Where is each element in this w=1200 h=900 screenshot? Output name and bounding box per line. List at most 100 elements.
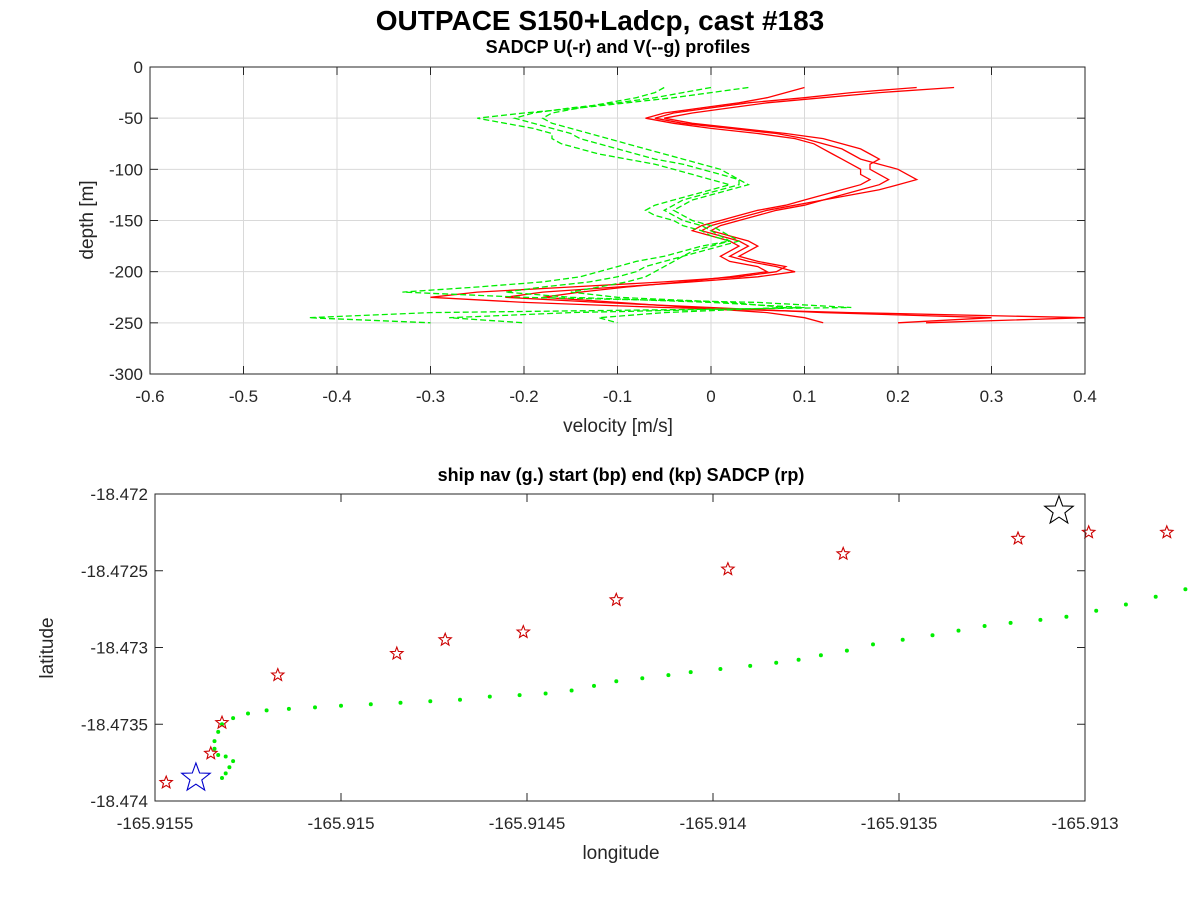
velocity-x-tick-label: 0.2 <box>886 387 910 406</box>
ship-nav-point <box>216 729 221 734</box>
ship-nav-point <box>748 663 753 668</box>
ship-nav-title: ship nav (g.) start (bp) end (kp) SADCP … <box>438 465 805 485</box>
velocity-y-tick-label: -200 <box>109 263 143 282</box>
ship-nav-point <box>818 653 823 658</box>
latitude-y-ticks: -18.474 -18.4735 -18.473 -18.4725 -18.472 <box>81 485 1085 811</box>
sadcp-point-marker <box>608 591 624 607</box>
sadcp-point-marker <box>515 624 531 639</box>
sadcp-point-marker <box>1010 530 1026 546</box>
ship-nav-point <box>774 660 779 665</box>
velocity-x-axis-label: velocity [m/s] <box>563 416 673 437</box>
ship-nav-point <box>640 676 645 681</box>
ship-nav-point <box>458 697 462 702</box>
ship-nav-panel: ship nav (g.) start (bp) end (kp) SADCP … <box>37 465 1188 864</box>
ship-nav-point <box>871 642 875 647</box>
velocity-y-tick-label: -150 <box>109 212 143 231</box>
ship-nav-point <box>796 657 801 662</box>
end-point-marker <box>1043 494 1075 525</box>
ship-nav-point <box>666 673 671 678</box>
ship-nav-point <box>286 706 291 711</box>
velocity-x-tick-label: 0.1 <box>793 387 817 406</box>
ship-nav-point <box>1008 620 1013 625</box>
ship-nav-point <box>246 711 250 716</box>
sadcp-point-marker <box>158 774 174 790</box>
ship-nav-point <box>1064 614 1069 619</box>
sadcp-point-marker <box>389 645 405 661</box>
ship-nav-point <box>368 702 373 707</box>
latitude-tick-label: -18.4725 <box>81 562 148 581</box>
velocity-profile-panel: SADCP U(-r) and V(--g) profiles -0.6 -0.5… <box>77 37 1097 437</box>
ship-nav-point <box>1123 602 1128 607</box>
sadcp-point-marker <box>1081 524 1097 539</box>
longitude-tick-label: -165.913 <box>1051 814 1118 833</box>
ship-nav-point <box>543 691 548 696</box>
sadcp-point-marker <box>1159 524 1175 539</box>
ship-nav-point <box>428 699 433 704</box>
velocity-x-tick-label: 0.3 <box>980 387 1004 406</box>
velocity-x-ticks: -0.6 -0.5 -0.4 -0.3 -0.2 -0.1 0 0.1 0.2 0.3 0.4 <box>135 67 1097 406</box>
velocity-y-tick-label: -250 <box>109 314 143 333</box>
longitude-x-axis-label: longitude <box>582 843 659 864</box>
velocity-y-axis-label: depth [m] <box>77 180 98 259</box>
ship-nav-point <box>517 693 522 698</box>
ship-nav-point <box>614 679 619 684</box>
ship-nav-point <box>688 670 693 675</box>
ship-nav-point <box>1038 617 1043 622</box>
ship-nav-point <box>398 700 403 705</box>
velocity-y-tick-label: -50 <box>118 109 143 128</box>
v-velocity-profile-line <box>541 86 786 324</box>
longitude-tick-label: -165.9145 <box>489 814 566 833</box>
ship-nav-point <box>1094 608 1099 613</box>
sadcp-point-marker <box>270 667 286 682</box>
velocity-x-tick-label: 0 <box>706 387 715 406</box>
u-velocity-profile-line <box>430 86 1086 324</box>
ship-nav-point <box>1153 594 1158 599</box>
velocity-profile-series <box>308 86 1086 324</box>
ship-nav-point <box>592 683 596 688</box>
ship-nav-point <box>1183 587 1188 592</box>
ship-nav-point <box>212 739 217 744</box>
ship-nav-point <box>231 759 236 764</box>
velocity-y-tick-label: -100 <box>109 160 143 179</box>
ship-nav-point <box>220 722 224 727</box>
velocity-x-tick-label: -0.6 <box>135 387 164 406</box>
velocity-y-ticks: -300 -250 -200 -150 -100 -50 0 <box>109 58 1085 384</box>
longitude-tick-label: -165.915 <box>307 814 374 833</box>
velocity-x-tick-label: -0.1 <box>603 387 632 406</box>
latitude-tick-label: -18.473 <box>90 639 148 658</box>
ship-nav-point <box>900 637 905 642</box>
ship-nav-point <box>223 771 228 776</box>
ship-nav-point <box>223 754 228 759</box>
ship-nav-point <box>212 746 217 751</box>
ship-nav-point <box>231 716 236 721</box>
sadcp-point-marker <box>720 561 736 576</box>
ship-nav-plot-area <box>154 493 1086 802</box>
ship-nav-point <box>982 624 987 628</box>
ship-nav-point <box>227 765 232 770</box>
ship-nav-point <box>844 648 849 653</box>
start-point-marker <box>180 761 212 792</box>
ship-nav-point <box>569 688 574 693</box>
longitude-tick-label: -165.914 <box>679 814 746 833</box>
longitude-tick-label: -165.9155 <box>117 814 194 833</box>
velocity-x-tick-label: -0.5 <box>229 387 258 406</box>
velocity-y-tick-label: -300 <box>109 365 143 384</box>
u-velocity-profile-line <box>542 86 872 324</box>
ship-nav-point <box>339 703 343 708</box>
sadcp-point-marker <box>437 631 453 647</box>
ship-nav-point <box>220 776 224 780</box>
v-velocity-profile-line <box>308 86 852 324</box>
ship-nav-point <box>718 667 723 671</box>
ship-nav-point <box>930 633 935 638</box>
v-velocity-profile-line <box>449 86 805 324</box>
ship-nav-point <box>216 753 221 757</box>
velocity-y-tick-label: 0 <box>134 58 143 77</box>
latitude-tick-label: -18.472 <box>90 485 148 504</box>
ship-nav-marks <box>158 494 1188 792</box>
ship-nav-point <box>313 705 317 710</box>
sadcp-point-marker <box>203 745 219 760</box>
latitude-tick-label: -18.4735 <box>81 715 148 734</box>
latitude-y-axis-label: latitude <box>37 617 58 678</box>
ship-nav-point <box>956 628 961 633</box>
